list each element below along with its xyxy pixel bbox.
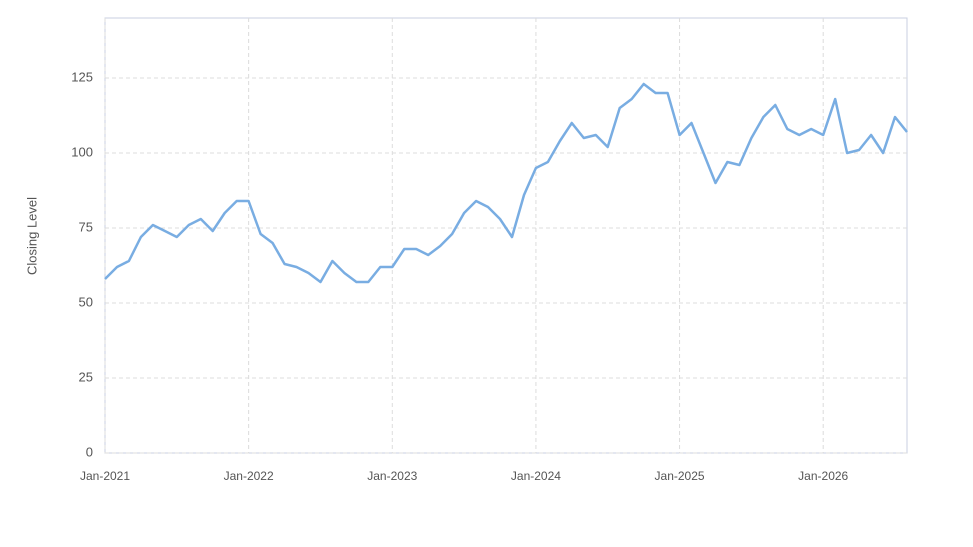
x-tick-label: Jan-2024	[511, 469, 561, 483]
plot-frame	[104, 17, 908, 454]
y-tick-label: 75	[79, 219, 93, 234]
x-tick-label: Jan-2026	[798, 469, 848, 483]
y-tick-label: 25	[79, 369, 93, 384]
x-tick-label: Jan-2021	[80, 469, 130, 483]
y-tick-label: 0	[86, 444, 93, 459]
y-tick-label: 125	[71, 69, 93, 84]
x-tick-label: Jan-2025	[655, 469, 705, 483]
x-tick-label: Jan-2023	[367, 469, 417, 483]
y-tick-label: 100	[71, 144, 93, 159]
y-axis-label: Closing Level	[24, 197, 39, 275]
x-tick-label: Jan-2022	[224, 469, 274, 483]
line-series	[104, 82, 908, 284]
y-tick-label: 50	[79, 294, 93, 309]
